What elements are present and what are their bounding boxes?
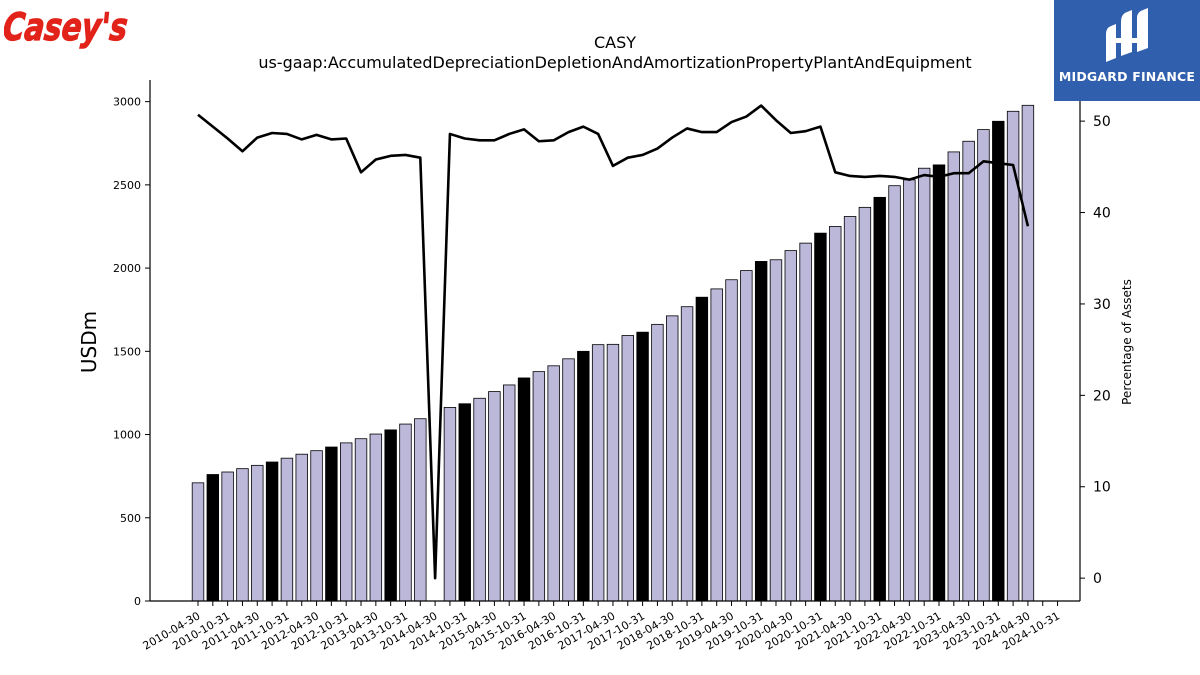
bar-2015-07-31 [503,384,516,602]
bar-2017-04-30 [606,343,620,602]
midgard-finance-badge: MIDGARD FINANCE [1054,0,1200,101]
bar-2013-10-31 [399,423,412,602]
y-tick-label: 3000 [113,96,141,109]
bar-2022-10-31 [932,164,946,602]
bar-2014-01-31 [414,418,427,602]
bar-2022-01-31 [888,185,901,602]
bar-2019-01-31 [710,288,723,602]
bar-2021-07-31 [858,206,872,602]
bar-2017-10-31 [636,331,649,602]
bar-2021-01-31 [829,226,842,602]
chart-title: CASY [594,33,636,52]
y-tick-label: 500 [120,512,141,525]
bar-2018-01-31 [651,323,664,602]
bar-2016-04-30 [547,365,560,602]
y2-tick-label: 20 [1093,388,1111,404]
bar-2013-01-31 [354,438,368,602]
y-tick-label: 2000 [113,262,141,275]
bar-2017-07-31 [621,335,634,602]
bar-2016-10-31 [577,350,590,602]
caseys-logo-text: Casey's [4,5,130,49]
bar-2014-07-31 [443,407,457,602]
bar-2019-10-31 [754,261,768,602]
bar-2012-04-30 [310,450,323,602]
bar-2018-04-30 [666,315,679,602]
bars-layer [191,104,1035,602]
bar-2013-07-31 [384,429,397,602]
caseys-logo: Casey's [0,2,134,58]
bar-2012-01-31 [295,453,308,602]
chart-subtitle: us-gaap:AccumulatedDepreciationDepletion… [258,53,971,72]
y-tick-label: 1500 [113,345,141,358]
bar-2016-01-31 [532,371,546,602]
bar-2024-04-30 [1021,104,1035,602]
y-tick-label: 0 [134,595,141,608]
y2-tick-label: 0 [1093,571,1102,587]
bar-2016-07-31 [562,358,575,602]
y2-tick-label: 40 [1093,206,1111,222]
bar-2015-10-31 [517,377,531,602]
bar-2015-04-30 [488,391,501,602]
midgard-logo-mark [1106,8,1148,62]
bar-2011-04-30 [251,464,264,602]
bar-2021-04-30 [843,216,857,602]
bar-2023-01-31 [947,151,961,602]
y-tick-label: 2500 [113,179,141,192]
bar-2010-04-30 [191,482,205,602]
line-layer [197,104,1030,580]
bar-2022-07-31 [917,167,931,602]
y2-tick-label: 10 [1093,480,1111,496]
bar-2011-07-31 [265,461,279,602]
y2-tick-label: 50 [1093,114,1111,130]
bar-2023-07-31 [977,129,990,602]
bar-2011-10-31 [280,457,294,602]
bar-2023-04-30 [962,140,975,602]
percentage-of-assets-line [197,104,1030,580]
y2-axis-label: Percentage of Assets [1120,279,1134,405]
y-axis-label: USDm [77,311,101,373]
bar-2010-07-31 [206,474,220,602]
bar-2010-10-31 [221,471,234,602]
bar-2018-07-31 [680,306,694,602]
bar-2011-01-31 [236,468,249,602]
bar-2022-04-30 [903,179,916,602]
bar-2020-04-30 [784,250,798,602]
bar-2019-07-31 [740,270,753,602]
bar-2012-07-31 [325,446,338,602]
bar-2014-10-31 [458,403,471,602]
bar-2020-01-31 [769,259,783,602]
bar-2019-04-30 [725,279,738,602]
y-tick-label: 1000 [113,429,141,442]
bar-2020-10-31 [814,232,827,602]
y2-tick-label: 30 [1093,297,1111,313]
bar-2013-04-30 [369,433,383,602]
bar-2021-10-31 [873,196,886,602]
bar-2018-10-31 [695,296,709,602]
bar-2023-10-31 [992,120,1005,602]
bar-2015-01-31 [473,397,486,602]
bar-2020-07-31 [799,242,812,602]
bar-2017-01-31 [591,344,605,602]
midgard-finance-name: MIDGARD FINANCE [1058,69,1196,84]
bar-2012-10-31 [339,442,353,602]
